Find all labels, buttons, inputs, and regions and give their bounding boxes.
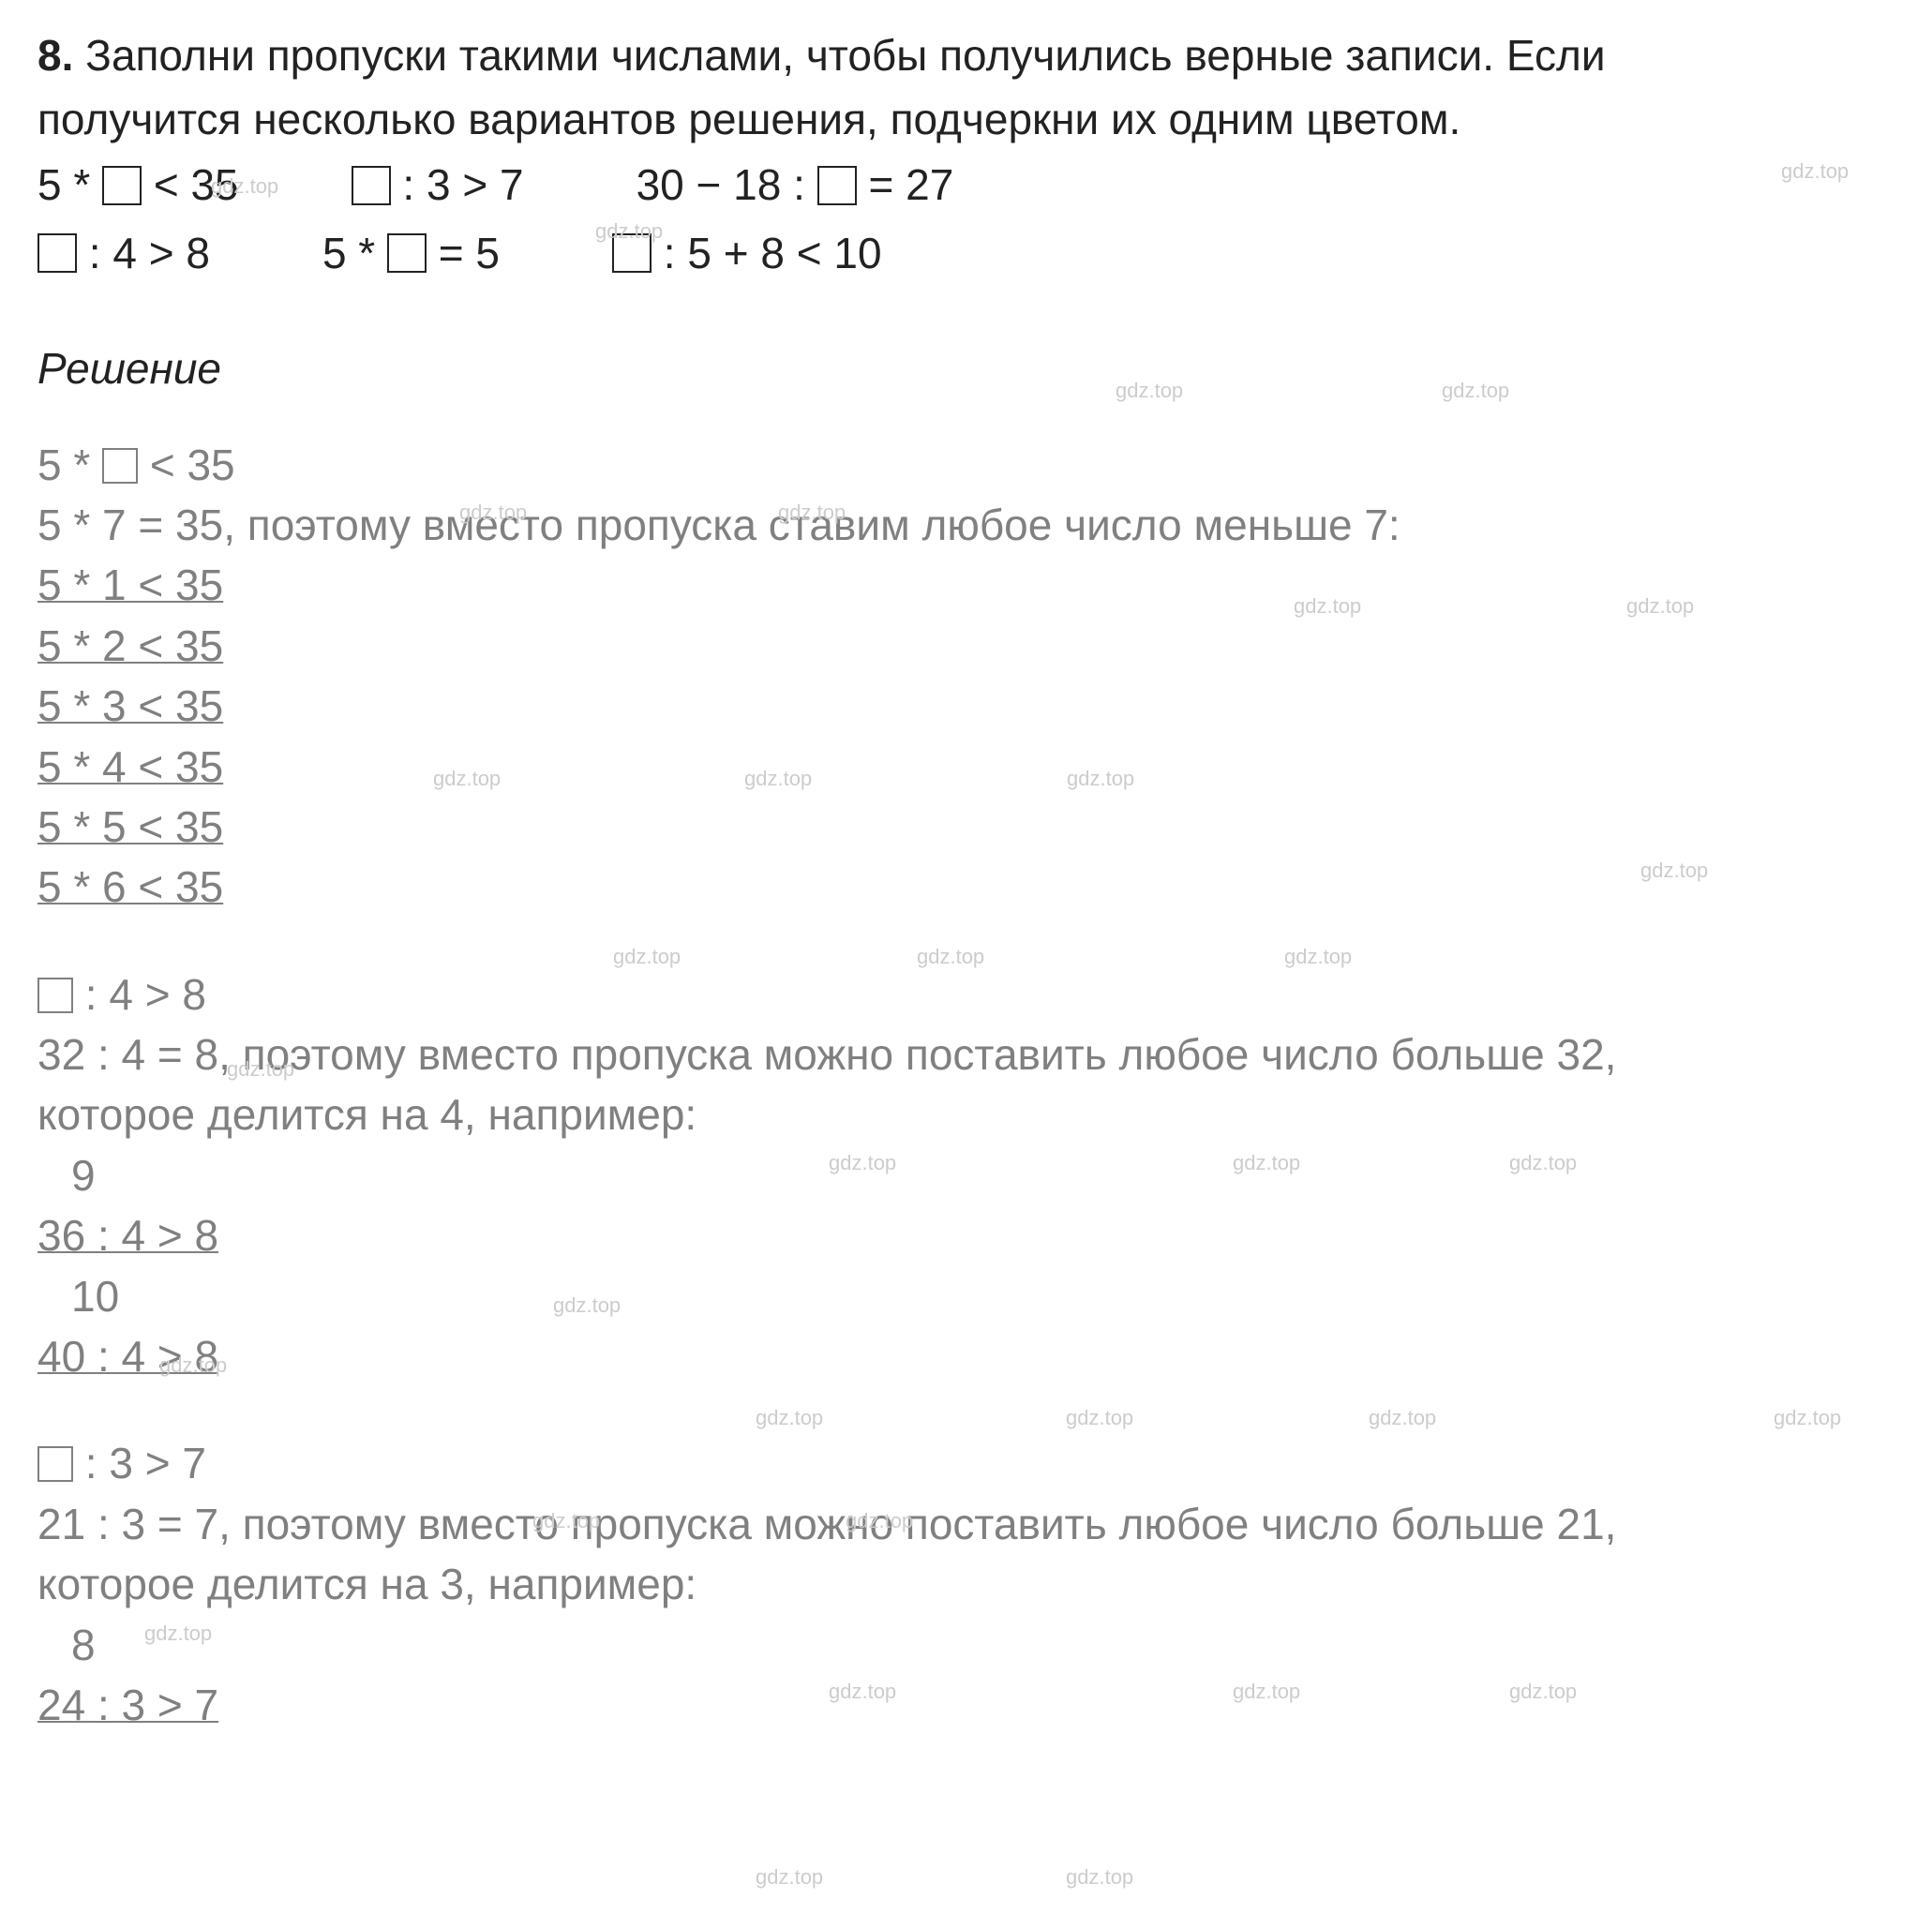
watermark-text: gdz.top <box>1066 1865 1133 1890</box>
g1-ans-4: 5 * 4 < 35 <box>37 737 1895 797</box>
g2-explain-a: 32 : 4 = 8, поэтому вместо пропуска можн… <box>37 1024 1895 1084</box>
expr-2-2: 5 * = 5 <box>322 222 500 285</box>
task-text-1: Заполни пропуски такими числами, чтобы п… <box>73 31 1605 80</box>
g1-ans-5: 5 * 5 < 35 <box>37 797 1895 857</box>
watermark-text: gdz.top <box>756 1406 823 1430</box>
g3-explain-a: 21 : 3 = 7, поэтому вместо пропуска можн… <box>37 1494 1895 1554</box>
g3-ans-1: 24 : 3 > 7 <box>37 1675 1895 1735</box>
g3-explain-b: которое делится на 3, например: <box>37 1554 1895 1614</box>
g1-ans-3: 5 * 3 < 35 <box>37 676 1895 736</box>
expr-row-1: 5 * < 35 : 3 > 7 30 − 18 : = 27 <box>37 154 1895 217</box>
solution-group-2: : 4 > 8 32 : 4 = 8, поэтому вместо пропу… <box>37 964 1895 1387</box>
solution-group-1: 5 * < 35 5 * 7 = 35, поэтому вместо проп… <box>37 435 1895 918</box>
expr-1-1: 5 * < 35 <box>37 154 239 217</box>
page: gdz.top gdz.top gdz.top gdz.top gdz.top gdz.t… <box>0 0 1932 1913</box>
watermark-text: gdz.top <box>1774 1406 1841 1430</box>
watermark-text: gdz.top <box>756 1865 823 1890</box>
blank-box-icon <box>37 233 77 273</box>
task-number: 8. <box>37 31 73 80</box>
expr-1-3: 30 − 18 : = 27 <box>637 154 954 217</box>
g2-sub-2: 10 <box>71 1266 1895 1326</box>
expr-row-2: : 4 > 8 5 * = 5 : 5 + 8 < 10 <box>37 222 1895 285</box>
blank-box-icon <box>352 166 391 205</box>
g1-ans-6: 5 * 6 < 35 <box>37 857 1895 917</box>
g2-ans-1: 36 : 4 > 8 <box>37 1205 1895 1265</box>
expr-2-1: : 4 > 8 <box>37 222 210 285</box>
blank-box-icon <box>102 166 142 205</box>
solution-group-3: : 3 > 7 21 : 3 = 7, поэтому вместо пропу… <box>37 1433 1895 1735</box>
blank-box-icon <box>102 448 138 484</box>
blank-box-icon <box>387 233 427 273</box>
solution-heading: Решение <box>37 343 1895 394</box>
g2-explain-b: которое делится на 4, например: <box>37 1084 1895 1144</box>
watermark-text: gdz.top <box>1066 1406 1133 1430</box>
blank-box-icon <box>37 1446 73 1482</box>
g1-ans-2: 5 * 2 < 35 <box>37 616 1895 676</box>
expr-1-2: : 3 > 7 <box>352 154 524 217</box>
expr-2-3: : 5 + 8 < 10 <box>612 222 882 285</box>
g1-ans-1: 5 * 1 < 35 <box>37 555 1895 615</box>
g1-explain: 5 * 7 = 35, поэтому вместо пропуска став… <box>37 495 1895 555</box>
blank-box-icon <box>37 978 73 1013</box>
task-line-1: 8. Заполни пропуски такими числами, чтоб… <box>37 26 1895 84</box>
task-line-2: получится несколько вариантов решения, п… <box>37 90 1895 148</box>
g3-expr: : 3 > 7 <box>37 1433 1895 1493</box>
g2-expr: : 4 > 8 <box>37 964 1895 1024</box>
blank-box-icon <box>817 166 857 205</box>
g1-expr: 5 * < 35 <box>37 435 1895 495</box>
g2-sub-1: 9 <box>71 1145 1895 1205</box>
blank-box-icon <box>612 233 651 273</box>
g3-sub-1: 8 <box>71 1615 1895 1675</box>
watermark-text: gdz.top <box>1369 1406 1436 1430</box>
g2-ans-2: 40 : 4 > 8 <box>37 1326 1895 1386</box>
